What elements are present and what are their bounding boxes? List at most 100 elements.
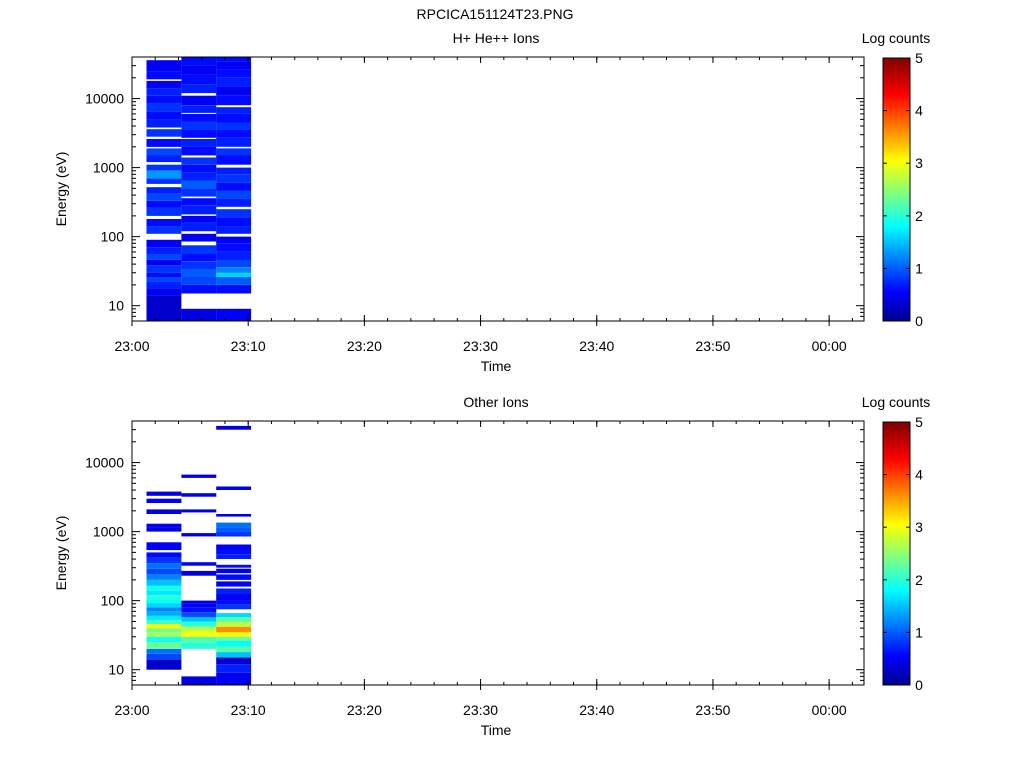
y-tick-label: 10 (108, 662, 124, 678)
x-axis-label: Time (481, 358, 512, 374)
spectrogram-cell (181, 612, 217, 617)
spectrogram-cell (216, 267, 252, 273)
spectrogram-cell (216, 554, 252, 559)
spectrogram-cell (216, 527, 252, 532)
spectrogram-cell (216, 107, 252, 114)
spectrogram-cell (146, 603, 182, 608)
spectrogram-cell (146, 193, 182, 201)
spectrogram-cell (181, 121, 217, 130)
spectrogram-cell (146, 95, 182, 104)
x-axis-label: Time (481, 722, 512, 738)
spectrogram-cell (216, 657, 252, 665)
spectrogram-cell (181, 254, 217, 262)
spectrogram-cell (146, 71, 182, 80)
spectrogram-cell (181, 188, 217, 197)
spectrogram-cell (216, 113, 252, 123)
spectrogram-cell (181, 570, 217, 576)
spectrogram-cell (146, 491, 182, 496)
spectrogram-cell (216, 600, 252, 605)
spectrogram-cell (216, 167, 252, 175)
spectrogram-cell (181, 57, 217, 66)
spectrogram-cell (146, 648, 182, 654)
x-tick-label: 00:00 (812, 702, 847, 718)
spectrogram-cell (181, 198, 217, 206)
spectrogram-cell (181, 631, 217, 637)
colorbar-tick-label: 0 (915, 677, 923, 693)
x-tick-label: 23:20 (347, 338, 382, 354)
colorbar-label: Log counts (862, 30, 931, 46)
spectrogram-cell (146, 219, 182, 227)
colorbar-tick-label: 2 (915, 572, 923, 588)
spectrogram-cell (146, 155, 182, 163)
spectrogram-cell (181, 113, 217, 122)
spectrogram-cell (216, 137, 252, 147)
spectrogram-cell (181, 269, 217, 277)
colorbar-tick-label: 3 (915, 155, 923, 171)
spectrogram-cell (146, 590, 182, 596)
spectrogram-cell (216, 209, 252, 218)
spectrogram-cell (216, 632, 252, 637)
spectrogram-cell (216, 190, 252, 199)
spectrogram-cell (181, 533, 217, 537)
spectrogram-cell (216, 594, 252, 601)
spectrogram-cell (146, 208, 182, 216)
colorbar-label: Log counts (862, 394, 931, 410)
colorbar-tick-label: 5 (915, 414, 923, 430)
spectrogram-cell (146, 288, 182, 296)
spectrogram-cell (146, 599, 182, 604)
y-tick-label: 1000 (93, 160, 124, 176)
x-tick-label: 23:40 (579, 338, 614, 354)
spectrogram-cell (146, 178, 182, 184)
spectrogram-cell (181, 626, 217, 632)
spectrogram-cell (181, 642, 217, 649)
spectrogram-cell (181, 676, 217, 685)
y-axis-label: Energy (eV) (53, 152, 69, 227)
plot-frame (131, 56, 865, 322)
spectrogram-cell (216, 226, 252, 234)
y-tick-label: 10000 (85, 455, 124, 471)
spectrogram-cell (216, 57, 252, 62)
spectrogram-cell (216, 284, 252, 294)
spectrogram-cell (146, 247, 182, 254)
spectrogram-cell (146, 200, 182, 208)
colorbar-tick-label: 1 (915, 624, 923, 640)
spectrogram-cell (146, 498, 182, 503)
spectrogram-cell (216, 86, 252, 96)
spectrogram-cell (216, 217, 252, 227)
panel-other-ions: Other Ions 23:00 23:10 23:20 23:30 23:40 23:5… (53, 394, 930, 738)
spectrogram-cell (181, 172, 217, 181)
spectrogram-cell (146, 119, 182, 128)
spectrogram-cell (181, 157, 217, 165)
spectrogram-cell (216, 182, 252, 191)
colorbar-tick-label: 0 (915, 313, 923, 329)
spectrogram-cell (216, 425, 252, 430)
x-axis-ticks: 23:00 23:10 23:20 23:30 23:40 23:50 00:00 (114, 57, 853, 354)
spectrogram-cell (216, 672, 252, 685)
x-tick-label: 23:50 (695, 702, 730, 718)
y-tick-label: 1000 (93, 524, 124, 540)
spectrogram-cell (181, 493, 217, 497)
spectrogram-cell (146, 239, 182, 248)
spectrogram-cell (146, 265, 182, 273)
spectrogram-cell (181, 84, 217, 94)
spectrogram-cell (216, 236, 252, 244)
y-axis-ticks: 10 100 1000 10000 (85, 56, 864, 322)
spectrogram-cell (216, 531, 252, 537)
y-tick-label: 10 (108, 298, 124, 314)
spectrogram-cell (146, 226, 182, 234)
spectrogram-cell (181, 233, 217, 242)
spectrogram-cell (216, 69, 252, 78)
spectrogram-cell (216, 581, 252, 587)
spectrogram-cell (146, 623, 182, 629)
spectrogram-cell (181, 139, 217, 147)
spectrogram-cell (146, 88, 182, 96)
spectrogram-cell (216, 522, 252, 528)
spectrogram-cell (181, 146, 217, 156)
colorbar (882, 421, 911, 686)
spectrogram-cell (146, 103, 182, 112)
spectrogram-cell (181, 562, 217, 566)
spectrogram-cell (146, 563, 182, 569)
spectrogram-cell (181, 215, 217, 223)
spectrogram-cell (181, 308, 217, 321)
spectrogram-cell (181, 621, 217, 627)
